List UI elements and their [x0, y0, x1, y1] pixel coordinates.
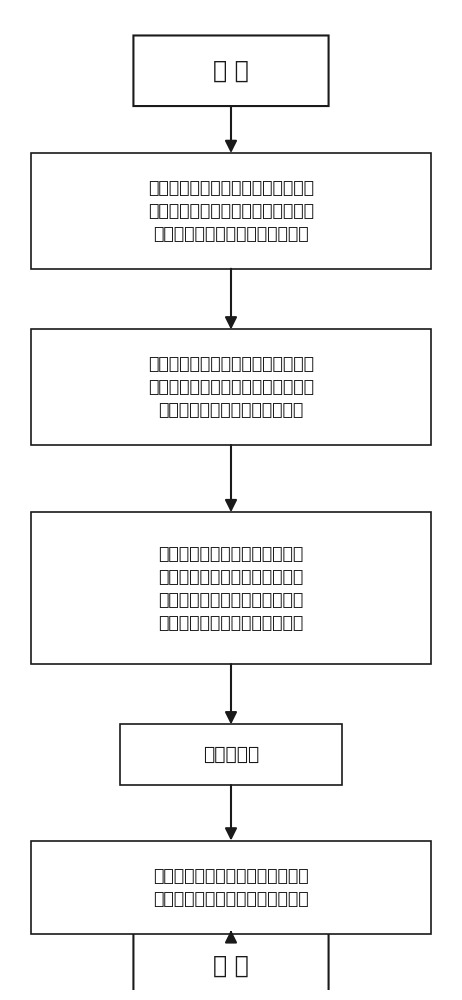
Text: 结 束: 结 束: [213, 954, 249, 978]
FancyBboxPatch shape: [134, 930, 328, 1000]
Bar: [31, 329, 431, 445]
Bar: [31, 841, 431, 934]
Text: 上紧到初始扭矩，用扭力扬手拧紧扭
矩螺栓向待测试非金属密封帑片施加
压力，以达到预设试验初始扭矩: 上紧到初始扭矩，用扭力扬手拧紧扭 矩螺栓向待测试非金属密封帑片施加 压力，以达到…: [148, 355, 314, 419]
Text: 测试残余扭矩，用扭力扬手再次拧
紧扭矩螺栓，以测试试验残余扭矩: 测试残余扭矩，用扭力扬手再次拧 紧扭矩螺栓，以测试试验残余扭矩: [153, 867, 309, 908]
Bar: [31, 153, 431, 269]
Text: 空冷到室温: 空冷到室温: [203, 745, 259, 764]
FancyBboxPatch shape: [134, 35, 328, 106]
Text: 装夹帑片，将待测试非金属密封帑片
放置在上压板、下压板之间，对正帑
片上的过钉孔与上、下压板的螺孔: 装夹帑片，将待测试非金属密封帑片 放置在上压板、下压板之间，对正帑 片上的过钉孔…: [148, 179, 314, 243]
Bar: [31, 512, 431, 664]
Bar: [120, 724, 342, 785]
Text: 老化筱保温，把待测试非金属密
封帑片连同帑片夹紧工装一并放
入热空气老化筱，在待测试非金
属密封帑片的工作温度区间加热: 老化筱保温，把待测试非金属密 封帑片连同帑片夹紧工装一并放 入热空气老化筱，在待…: [158, 545, 304, 632]
Text: 开 始: 开 始: [213, 59, 249, 83]
